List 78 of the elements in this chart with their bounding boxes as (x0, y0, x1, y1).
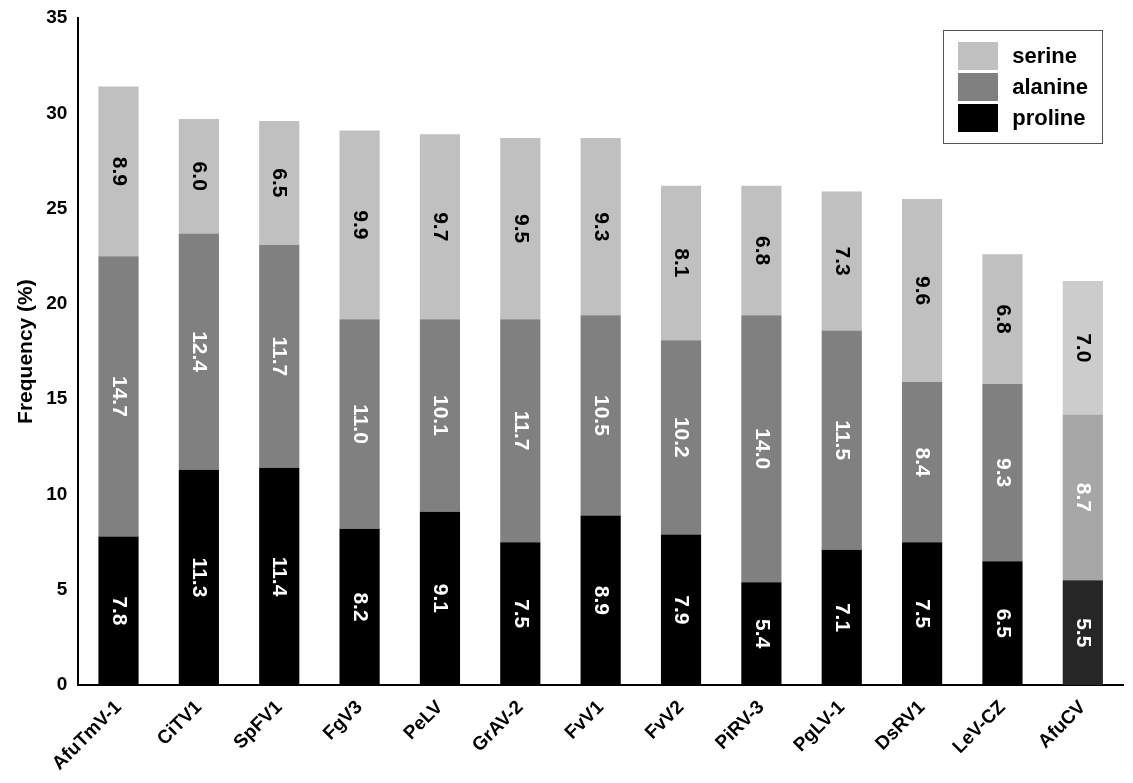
y-tick-label: 20 (46, 292, 68, 314)
data-label: 7.3 (831, 246, 855, 276)
data-label: 8.7 (1073, 482, 1097, 513)
data-label: 5.4 (751, 619, 775, 649)
y-tick-label: 5 (56, 578, 68, 600)
y-tick-label: 0 (56, 673, 68, 695)
bar (339, 130, 380, 320)
data-label: 9.5 (510, 214, 534, 244)
data-label: 9.3 (590, 212, 614, 242)
data-label: 9.3 (992, 458, 1016, 488)
bar (660, 185, 702, 341)
data-label: 11.0 (349, 404, 373, 444)
data-label: 7.0 (1073, 333, 1097, 363)
bar (178, 119, 219, 234)
data-label: 7.8 (108, 596, 132, 626)
data-label: 9.9 (349, 210, 373, 240)
data-label: 12.4 (189, 331, 213, 373)
bar (500, 138, 541, 320)
y-tick-label: 30 (46, 101, 68, 123)
data-label: 7.5 (912, 599, 936, 629)
bar (1062, 281, 1103, 415)
data-label: 9.1 (430, 583, 454, 614)
data-label: 6.5 (269, 168, 293, 198)
data-label: 7.9 (671, 595, 695, 625)
data-label: 10.1 (430, 395, 454, 437)
data-label: 10.5 (590, 395, 614, 437)
data-label: 14.0 (751, 428, 775, 470)
data-label: 14.7 (108, 375, 132, 417)
bar (98, 256, 139, 537)
bar (982, 383, 1023, 562)
y-axis-title: Frequency (%) (13, 279, 37, 424)
bar (821, 191, 862, 331)
bar (821, 330, 862, 550)
bar (419, 134, 461, 320)
bar (1062, 580, 1103, 686)
y-tick-label: 35 (46, 6, 68, 28)
bar (982, 254, 1023, 384)
data-label: 11.7 (269, 336, 293, 377)
y-tick-label: 15 (46, 387, 68, 409)
bar (580, 138, 621, 316)
legend-label: serine (1012, 43, 1078, 69)
data-label: 11.4 (269, 556, 293, 597)
y-tick-label: 10 (46, 482, 68, 504)
data-label: 9.7 (430, 212, 454, 242)
y-tick-label: 25 (46, 196, 68, 218)
data-label: 6.0 (189, 161, 213, 191)
data-label: 6.8 (992, 304, 1016, 335)
bar (259, 120, 300, 245)
bar (660, 340, 702, 535)
bar (339, 319, 380, 529)
data-label: 8.9 (108, 156, 132, 187)
data-label: 6.8 (751, 235, 775, 266)
data-label: 6.5 (992, 608, 1016, 639)
legend-label: proline (1012, 105, 1086, 131)
data-label: 7.1 (831, 602, 855, 633)
bar (741, 185, 782, 316)
bar (1062, 414, 1103, 581)
legend-label: alanine (1012, 74, 1088, 100)
data-label: 8.4 (912, 447, 936, 478)
bar (178, 233, 219, 470)
data-label: 5.5 (1073, 618, 1097, 648)
data-label: 11.5 (831, 420, 855, 461)
data-label: 11.3 (189, 557, 213, 598)
bar (741, 315, 782, 583)
data-label: 10.2 (671, 416, 695, 458)
bar (902, 382, 943, 543)
data-label: 11.7 (510, 410, 534, 451)
bar (98, 86, 139, 257)
data-label: 8.9 (590, 585, 614, 615)
data-label: 9.6 (912, 275, 936, 306)
bar (902, 199, 943, 383)
bar (580, 315, 621, 516)
data-label: 7.5 (510, 599, 534, 629)
bar (419, 319, 461, 512)
data-label: 8.1 (671, 248, 695, 278)
bar (500, 319, 541, 543)
bar (259, 244, 300, 468)
data-label: 8.2 (349, 592, 373, 622)
